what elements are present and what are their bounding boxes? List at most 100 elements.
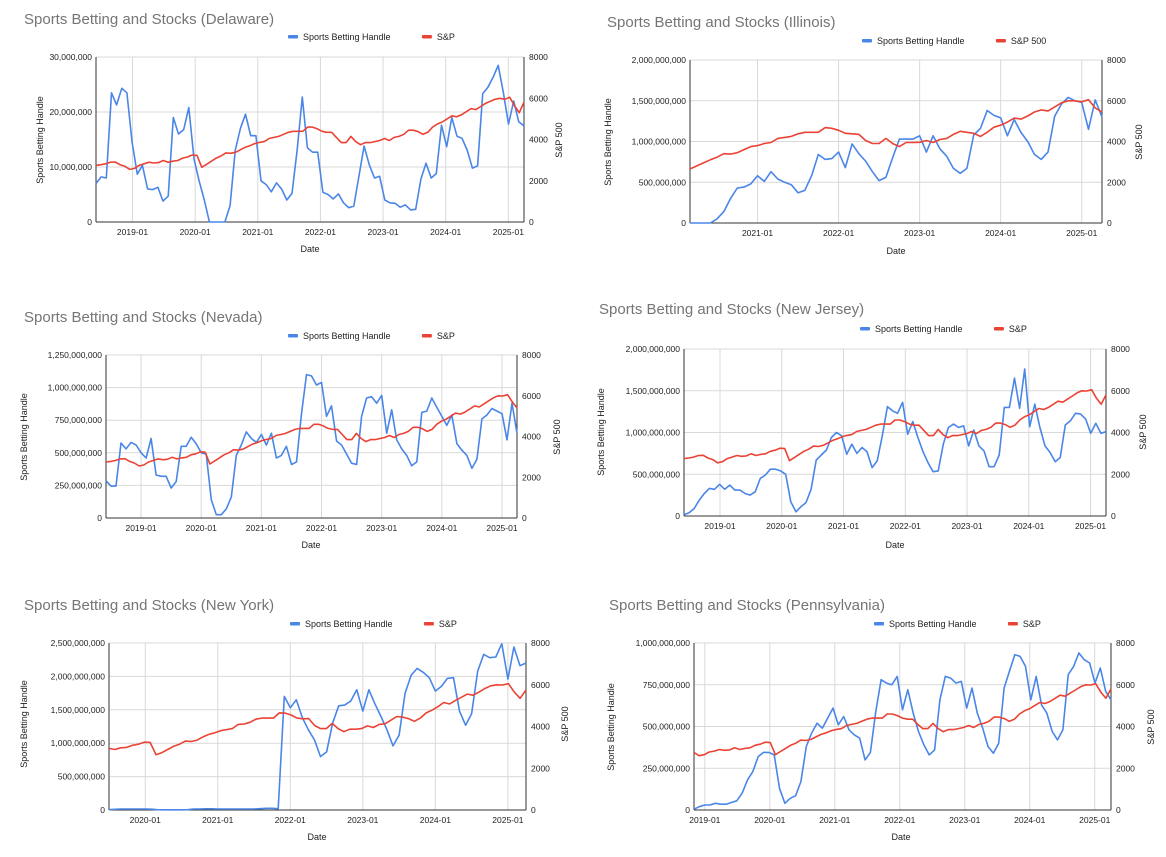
series-line-sp bbox=[693, 682, 1112, 757]
y2-tick-label: 0 bbox=[529, 217, 534, 227]
y2-tick-label: 4000 bbox=[1107, 137, 1126, 147]
legend-swatch-0 bbox=[288, 35, 298, 39]
y2-axis-title: S&P 500 bbox=[560, 706, 570, 741]
y2-tick-label: 6000 bbox=[522, 391, 541, 401]
x-axis-title: Date bbox=[307, 832, 326, 842]
y2-tick-label: 6000 bbox=[529, 93, 548, 103]
y2-tick-label: 2000 bbox=[531, 763, 550, 773]
x-axis-title: Date bbox=[301, 540, 320, 550]
legend-label-0[interactable]: Sports Betting Handle bbox=[303, 331, 391, 341]
series-line-sp bbox=[95, 96, 525, 171]
y-tick-label: 2,000,000,000 bbox=[626, 344, 681, 354]
y-axis-title: Sports Betting Handle bbox=[35, 96, 45, 184]
legend-label-1[interactable]: S&P 500 bbox=[1011, 36, 1046, 46]
series-line-handle bbox=[690, 96, 1103, 224]
chart-panel-4: Sports Betting and Stocks (New York) Spor… bbox=[19, 597, 570, 842]
y2-axis-title: S&P 500 bbox=[552, 419, 562, 454]
y2-tick-label: 6000 bbox=[531, 680, 550, 690]
x-tick-label: 2020-01 bbox=[186, 523, 217, 533]
y2-tick-label: 6000 bbox=[1107, 96, 1126, 106]
x-axis-title: Date bbox=[891, 832, 910, 842]
x-tick-label: 2021-01 bbox=[246, 523, 277, 533]
chart-panel-2: Sports Betting and Stocks (Nevada) Sports… bbox=[19, 309, 562, 550]
y2-axis-title: S&P 500 bbox=[554, 122, 564, 157]
x-tick-label: 2022-01 bbox=[305, 227, 336, 237]
legend-label-0[interactable]: Sports Betting Handle bbox=[305, 619, 393, 629]
legend-label-1[interactable]: S&P bbox=[1023, 619, 1041, 629]
y2-tick-label: 4000 bbox=[529, 135, 548, 145]
series-line-sp bbox=[105, 393, 518, 467]
legend-swatch-0 bbox=[288, 334, 298, 338]
y-tick-label: 1,500,000,000 bbox=[626, 386, 681, 396]
y2-axis-title: S&P 500 bbox=[1146, 709, 1156, 744]
chart-panel-0: Sports Betting and Stocks (Delaware) Spor… bbox=[24, 11, 564, 254]
y-tick-label: 1,000,000,000 bbox=[51, 738, 106, 748]
x-tick-label: 2021-01 bbox=[202, 815, 233, 825]
y2-tick-label: 0 bbox=[1111, 511, 1116, 521]
x-tick-label: 2025-01 bbox=[1066, 228, 1097, 238]
x-tick-label: 2024-01 bbox=[1013, 521, 1044, 531]
legend-label-0[interactable]: Sports Betting Handle bbox=[303, 32, 391, 42]
y-tick-label: 1,500,000,000 bbox=[51, 705, 106, 715]
chart-panel-3: Sports Betting and Stocks (New Jersey) Sp… bbox=[596, 301, 1148, 550]
x-tick-label: 2020-01 bbox=[180, 227, 211, 237]
y-axis-title: Sports Betting Handle bbox=[19, 393, 29, 481]
y2-tick-label: 4000 bbox=[1111, 428, 1130, 438]
chart-title: Sports Betting and Stocks (Illinois) bbox=[607, 14, 835, 31]
y-tick-label: 250,000,000 bbox=[55, 480, 103, 490]
x-tick-label: 2019-01 bbox=[125, 523, 156, 533]
legend-swatch-1 bbox=[995, 39, 1006, 43]
y2-tick-label: 2000 bbox=[1111, 469, 1130, 479]
x-tick-label: 2022-01 bbox=[275, 815, 306, 825]
y-tick-label: 1,000,000,000 bbox=[632, 137, 687, 147]
y2-tick-label: 8000 bbox=[1111, 344, 1130, 354]
series-line-sp bbox=[683, 388, 1107, 464]
x-axis-title: Date bbox=[300, 244, 319, 254]
chart-title: Sports Betting and Stocks (Pennsylvania) bbox=[609, 597, 885, 614]
x-tick-label: 2021-01 bbox=[242, 227, 273, 237]
series-line-handle bbox=[105, 373, 518, 516]
chart-panel-5: Sports Betting and Stocks (Pennsylvania)… bbox=[606, 597, 1156, 842]
y-tick-label: 1,000,000,000 bbox=[626, 428, 681, 438]
y2-axis-title: S&P 500 bbox=[1138, 414, 1148, 449]
y2-tick-label: 6000 bbox=[1116, 680, 1135, 690]
y2-tick-label: 2000 bbox=[1116, 763, 1135, 773]
legend-label-1[interactable]: S&P bbox=[437, 331, 455, 341]
legend-swatch-1 bbox=[423, 622, 434, 626]
legend-label-1[interactable]: S&P bbox=[1009, 324, 1027, 334]
legend-label-1[interactable]: S&P bbox=[437, 32, 455, 42]
y2-tick-label: 0 bbox=[1116, 805, 1121, 815]
legend-label-0[interactable]: Sports Betting Handle bbox=[889, 619, 977, 629]
y-tick-label: 0 bbox=[100, 805, 105, 815]
legend-label-0[interactable]: Sports Betting Handle bbox=[875, 324, 963, 334]
x-tick-label: 2024-01 bbox=[430, 227, 461, 237]
y-axis-title: Sports Betting Handle bbox=[603, 98, 613, 186]
x-tick-label: 2022-01 bbox=[306, 523, 337, 533]
y2-tick-label: 8000 bbox=[1116, 638, 1135, 648]
legend-swatch-1 bbox=[421, 35, 432, 39]
x-tick-label: 2023-01 bbox=[949, 815, 980, 825]
y-tick-label: 500,000,000 bbox=[633, 469, 681, 479]
x-tick-label: 2022-01 bbox=[890, 521, 921, 531]
legend-swatch-1 bbox=[1007, 622, 1018, 626]
y-tick-label: 0 bbox=[685, 805, 690, 815]
legend-swatch-0 bbox=[874, 622, 884, 626]
y-tick-label: 0 bbox=[681, 218, 686, 228]
y2-tick-label: 8000 bbox=[531, 638, 550, 648]
chart-title: Sports Betting and Stocks (New York) bbox=[24, 597, 274, 614]
x-tick-label: 2024-01 bbox=[420, 815, 451, 825]
y-tick-label: 1,250,000,000 bbox=[48, 350, 103, 360]
y2-tick-label: 8000 bbox=[529, 52, 548, 62]
y-tick-label: 750,000,000 bbox=[643, 680, 691, 690]
series-line-handle bbox=[693, 652, 1112, 810]
chart-title: Sports Betting and Stocks (Delaware) bbox=[24, 11, 274, 28]
legend-swatch-1 bbox=[993, 327, 1004, 331]
legend-label-1[interactable]: S&P bbox=[439, 619, 457, 629]
chart-title: Sports Betting and Stocks (Nevada) bbox=[24, 309, 262, 326]
y-tick-label: 1,000,000,000 bbox=[48, 383, 103, 393]
y-tick-label: 10,000,000 bbox=[49, 162, 92, 172]
legend-label-0[interactable]: Sports Betting Handle bbox=[877, 36, 965, 46]
y-tick-label: 250,000,000 bbox=[643, 763, 691, 773]
x-tick-label: 2020-01 bbox=[766, 521, 797, 531]
series-line-handle bbox=[95, 64, 525, 223]
